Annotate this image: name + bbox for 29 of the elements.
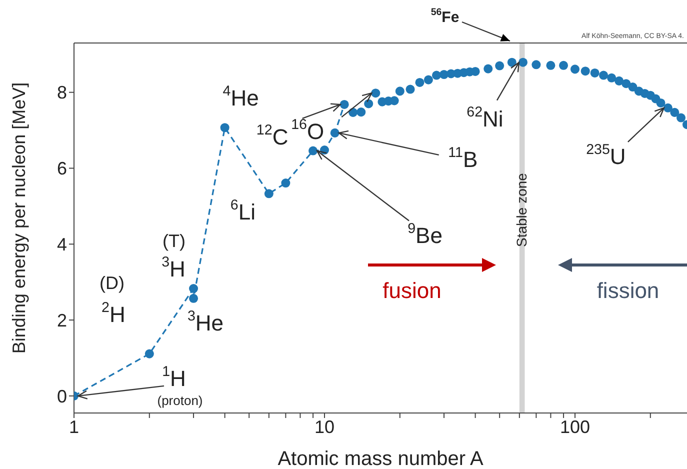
- x-tick-label: 100: [560, 416, 590, 437]
- y-tick-label: 2: [56, 310, 67, 330]
- y-axis-title: Binding energy per nucleon [MeV]: [8, 82, 29, 354]
- annotation: fusion: [382, 278, 442, 303]
- band-label: Stable zone: [513, 172, 530, 247]
- annotation: $^{3}$He: [187, 308, 224, 336]
- annotation: $^{1}$H: [162, 364, 186, 391]
- annotation: $^{9}$Be: [408, 220, 442, 248]
- annotation: fission: [596, 278, 660, 303]
- x-tick-label: 1: [68, 416, 80, 437]
- x-tick-label: 10: [314, 416, 335, 437]
- annotation: (proton): [157, 393, 203, 408]
- y-tick-label: 6: [56, 158, 67, 179]
- annotation: $^{2}$H: [101, 300, 126, 327]
- annotation: $^{11}$B: [448, 144, 478, 172]
- annotation: $^{6}$Li: [230, 197, 256, 224]
- annotation: $^{3}$H: [162, 254, 186, 282]
- annotation: (D): [100, 272, 124, 293]
- annotation: $^{16}$O: [291, 116, 324, 144]
- annotation: $^{12}$C: [256, 122, 288, 150]
- y-tick-label: 4: [56, 234, 67, 255]
- annotation: $^{4}$He: [222, 83, 259, 110]
- x-axis-title: Atomic mass number A: [278, 448, 484, 469]
- text: $^{56}$Fe: [430, 7, 460, 26]
- annotation: $^{235}$U: [586, 142, 626, 169]
- annotation: (T): [162, 230, 186, 251]
- y-tick-label: 8: [56, 82, 67, 103]
- annotation: $^{62}$Ni: [466, 104, 504, 132]
- y-tick-label: 0: [56, 386, 67, 406]
